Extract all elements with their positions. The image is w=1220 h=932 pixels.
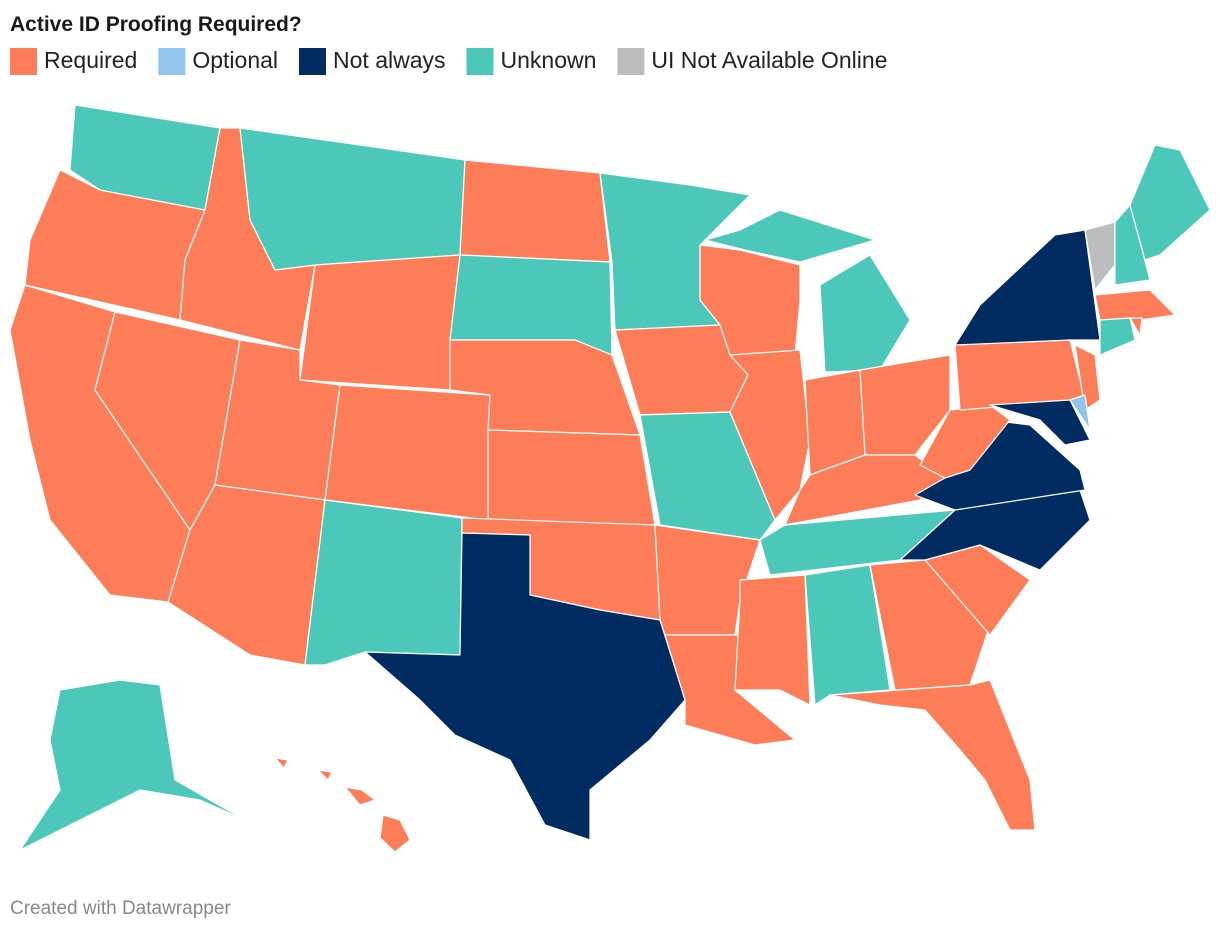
state [829, 679, 1036, 831]
map-title: Active ID Proofing Required? [10, 13, 302, 36]
legend-label: Unknown [501, 47, 597, 73]
legend: Required Optional Not always Unknown UI Not … [10, 47, 888, 75]
state [954, 229, 1101, 346]
state [379, 814, 411, 853]
state [1114, 204, 1151, 286]
state [819, 254, 911, 373]
legend-label: Optional [192, 47, 278, 73]
state [729, 349, 811, 521]
state [919, 404, 1011, 479]
state [1069, 394, 1091, 431]
state [274, 757, 289, 769]
state [859, 354, 951, 456]
legend-label: Required [44, 47, 137, 73]
us-map [9, 104, 1211, 853]
legend-swatch [158, 48, 186, 75]
state [1074, 344, 1101, 411]
state [299, 254, 461, 391]
legend-label: UI Not Available Online [651, 47, 887, 73]
state [304, 499, 463, 666]
state [704, 209, 876, 263]
state [344, 786, 376, 806]
state [487, 429, 656, 526]
state [989, 399, 1091, 446]
state [239, 127, 466, 271]
state [734, 574, 811, 706]
legend-label: Not always [333, 47, 445, 73]
state [1129, 317, 1143, 336]
legend-swatch [10, 48, 37, 75]
credit: Created with Datawrapper [10, 898, 231, 919]
state [899, 489, 1091, 571]
state [1129, 144, 1211, 261]
legend-swatch [617, 48, 645, 75]
state [19, 679, 246, 851]
state [324, 384, 491, 521]
state [364, 532, 686, 841]
state [869, 559, 991, 691]
legend-swatch [299, 48, 327, 75]
state [954, 339, 1086, 411]
legend-swatch [466, 48, 494, 75]
state [459, 159, 611, 263]
state [317, 769, 333, 781]
state [1099, 317, 1136, 356]
state [1094, 289, 1176, 321]
